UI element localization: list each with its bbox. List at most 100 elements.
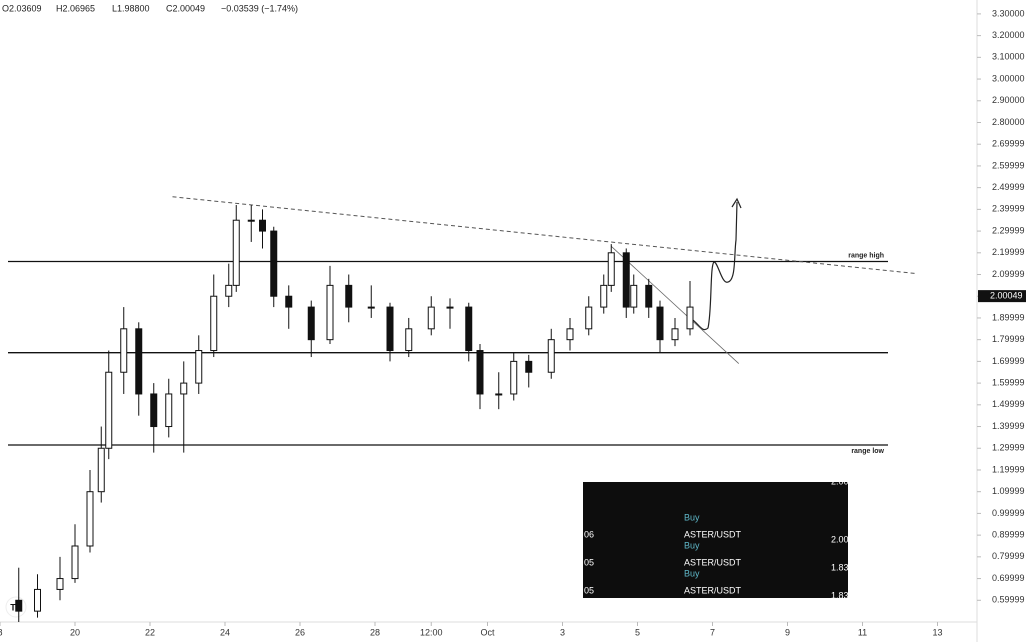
y-tick-label: 2.80000: [992, 117, 1025, 127]
candle-body: [427, 306, 435, 330]
y-tick-label: 1.69999: [992, 356, 1025, 366]
order-price: 2.00: [831, 476, 849, 486]
x-tick-label: 3: [560, 627, 565, 637]
order-side: Buy: [684, 512, 700, 522]
y-tick-label: 2.90000: [992, 95, 1025, 105]
x-tick-label: 12:00: [420, 627, 443, 637]
order-pair: ASTER/USDT: [684, 557, 742, 567]
candle-body: [495, 393, 503, 396]
candle-body: [686, 306, 694, 330]
candle-body: [345, 284, 353, 308]
orders-list: Buy2.0006ASTER/USDTBuy2.0005ASTER/USDTBu…: [584, 476, 849, 600]
candle-body: [195, 350, 203, 384]
candle-body: [71, 545, 79, 580]
y-tick-label: 2.69999: [992, 139, 1025, 149]
candle-body: [446, 306, 454, 309]
candle-body: [476, 350, 484, 395]
candle-body: [180, 382, 188, 395]
range-label: range high: [848, 252, 884, 259]
y-tick-label: 0.99999: [992, 508, 1025, 518]
x-tick-label: 11: [858, 627, 867, 637]
candle-body: [326, 284, 334, 341]
candle-body: [600, 284, 608, 308]
y-tick-label: 3.00000: [992, 73, 1025, 83]
order-side: Buy: [684, 540, 700, 550]
x-tick-label: 24: [220, 627, 230, 637]
order-time: 05: [584, 557, 594, 567]
y-tick-label: 0.59999: [992, 595, 1025, 605]
candle-body: [547, 339, 555, 373]
y-tick-label: 1.89999: [992, 312, 1025, 322]
candle-body: [630, 284, 638, 308]
candle-body: [656, 306, 664, 341]
x-tick-label: 22: [145, 627, 155, 637]
candle-body: [120, 328, 128, 373]
y-tick-label: 1.39999: [992, 421, 1025, 431]
x-tick-label: 8: [0, 627, 3, 637]
candle-body: [97, 447, 105, 493]
breakout-line: [610, 245, 740, 364]
candle-body: [225, 284, 233, 297]
header-close: C2.00049: [166, 3, 205, 13]
header-low: L1.98800: [112, 3, 150, 13]
x-tick-label: 9: [785, 627, 790, 637]
x-tick-label: 26: [295, 627, 305, 637]
y-tick-label: 1.29999: [992, 443, 1025, 453]
x-tick-label: Oct: [480, 627, 495, 637]
y-tick-label: 0.79999: [992, 551, 1025, 561]
candle-body: [165, 393, 173, 428]
candle-body: [671, 328, 679, 341]
candle-body: [270, 230, 278, 297]
candle-body: [210, 295, 218, 352]
candle-body: [105, 371, 113, 449]
candle-body: [585, 306, 593, 330]
candle-body: [510, 360, 518, 395]
order-time: 06: [584, 529, 594, 539]
y-tick-label: 1.19999: [992, 464, 1025, 474]
candle-body: [367, 306, 375, 309]
candle-body: [34, 588, 41, 612]
header-high: H2.06965: [56, 3, 95, 13]
candle-body: [285, 295, 293, 308]
candle-body: [86, 491, 94, 547]
y-tick-label: 3.30000: [992, 8, 1025, 18]
last-price-label: 2.00049: [990, 291, 1023, 301]
candle-body: [150, 393, 158, 428]
order-time: 05: [584, 585, 594, 595]
last-price-tag: [978, 290, 1026, 303]
x-tick-label: 20: [70, 627, 80, 637]
y-tick-label: 2.59999: [992, 160, 1025, 170]
y-tick-label: 1.49999: [992, 399, 1025, 409]
order-price: 1.83: [831, 562, 849, 572]
candle-body: [607, 252, 615, 286]
y-tick-label: 1.59999: [992, 377, 1025, 387]
x-tick-label: 13: [932, 627, 942, 637]
y-tick-label: 1.09999: [992, 486, 1025, 496]
y-tick-label: 2.19999: [992, 247, 1025, 257]
y-tick-label: 3.20000: [992, 30, 1025, 40]
y-tick-label: 2.49999: [992, 182, 1025, 192]
candle-body: [566, 328, 574, 341]
order-pair: ASTER/USDT: [684, 529, 742, 539]
header-change: −0.03539 (−1.74%): [221, 3, 298, 13]
candle-body: [232, 219, 240, 286]
candle-body: [386, 306, 394, 352]
candle-body: [135, 328, 143, 395]
y-tick-label: 2.09999: [992, 269, 1025, 279]
candle-body: [525, 360, 533, 373]
y-tick-label: 0.69999: [992, 573, 1025, 583]
y-tick-label: 2.39999: [992, 204, 1025, 214]
orders-panel: [583, 482, 848, 598]
y-tick-label: 1.79999: [992, 334, 1025, 344]
order-price: 1.83: [831, 590, 849, 600]
candle-body: [405, 328, 413, 352]
order-side: Buy: [684, 568, 700, 578]
candle-body: [622, 252, 630, 308]
candle-body: [259, 219, 266, 232]
order-price: 2.00: [831, 534, 849, 544]
x-tick-label: 28: [370, 627, 380, 637]
candle-body: [247, 219, 255, 222]
